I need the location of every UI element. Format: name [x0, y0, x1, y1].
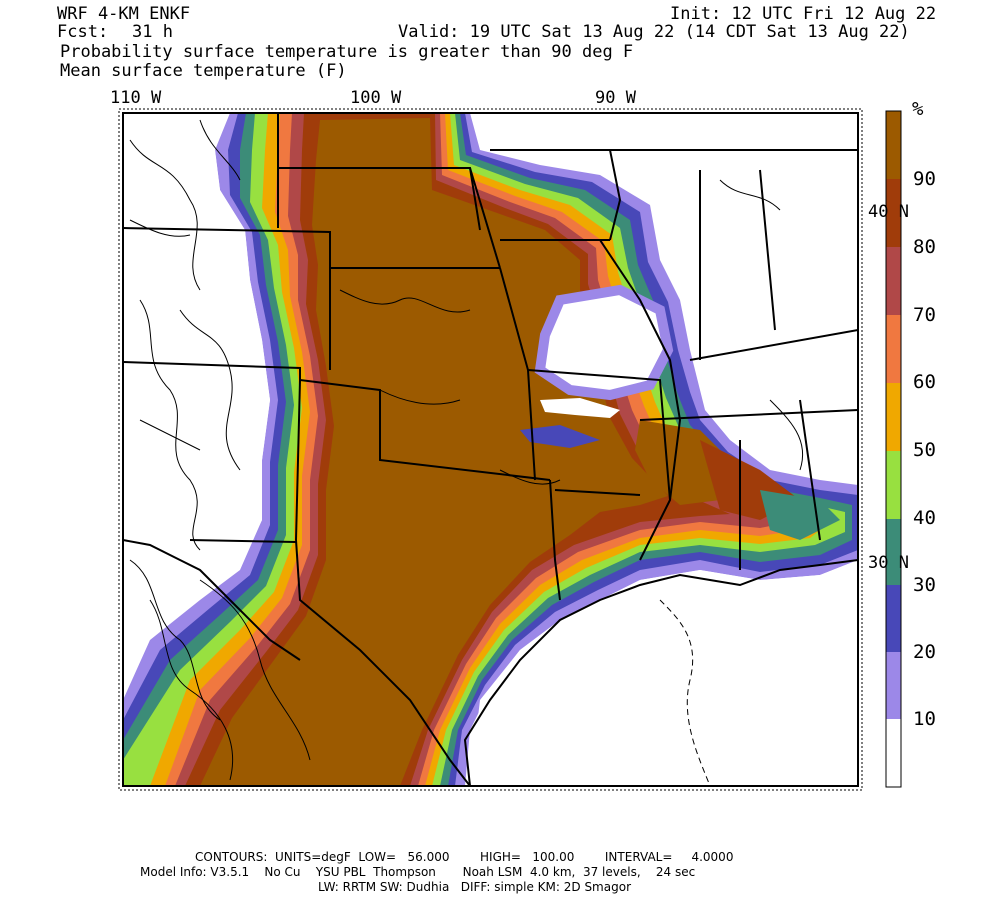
map-frame	[122, 112, 859, 787]
lon-label-110w: 110 W	[110, 88, 162, 108]
lat-label-40n: 40 N	[868, 202, 909, 222]
model-title: WRF 4-KM ENKF	[57, 4, 191, 24]
gulf-coastline	[463, 559, 858, 786]
colorbar-bin-0	[886, 719, 901, 787]
colorbar-label-50: 50	[913, 439, 936, 461]
field-description: Probability surface temperature is great…	[60, 42, 634, 62]
valid-time: Valid: 19 UTC Sat 13 Aug 22 (14 CDT Sat …	[398, 22, 910, 42]
prob-band-90	[200, 118, 668, 786]
colorbar-label-60: 60	[913, 371, 936, 393]
state-boundaries	[123, 113, 858, 786]
colorbar-bin-40	[886, 451, 901, 519]
colorbar	[885, 110, 902, 788]
forecast-label: Fcst:	[57, 22, 109, 42]
lon-label-100w: 100 W	[350, 88, 402, 108]
colorbar-label-30: 30	[913, 574, 936, 596]
colorbar-bin-30	[886, 519, 901, 585]
forecast-hour: 31 h	[132, 22, 173, 42]
colorbar-label-10: 10	[913, 708, 936, 730]
colorbar-label-20: 20	[913, 641, 936, 663]
colorbar-bin-50	[886, 383, 901, 451]
colorbar-label-80: 80	[913, 236, 936, 258]
init-time: Init: 12 UTC Fri 12 Aug 22	[670, 4, 937, 24]
colorbar-bin-10	[886, 652, 901, 719]
temperature-contours	[129, 119, 804, 786]
model-info: Model Info: V3.5.1 No Cu YSU PBL Thompso…	[140, 865, 696, 879]
physics-info: LW: RRTM SW: Dudhia DIFF: simple KM: 2D …	[318, 880, 631, 894]
contour-description: Mean surface temperature (F)	[60, 61, 347, 81]
lat-label-30n: 30 N	[868, 553, 909, 573]
colorbar-bin-70	[886, 247, 901, 315]
colorbar-unit: %	[912, 98, 924, 120]
colorbar-label-70: 70	[913, 304, 936, 326]
low-prob-area-east	[540, 290, 668, 395]
contour-info: CONTOURS: UNITS=degF LOW= 56.000 HIGH= 1…	[195, 850, 734, 864]
low-prob-streak	[540, 398, 620, 418]
colorbar-bin-20	[886, 585, 901, 652]
colorbar-label-40: 40	[913, 507, 936, 529]
probability-field	[123, 113, 858, 786]
colorbar-bin-80	[886, 179, 901, 247]
colorbar-label-90: 90	[913, 168, 936, 190]
colorbar-bin-60	[886, 315, 901, 383]
lon-label-90w: 90 W	[595, 88, 636, 108]
colorbar-bin-90	[886, 111, 901, 179]
mexico-border	[123, 539, 301, 661]
